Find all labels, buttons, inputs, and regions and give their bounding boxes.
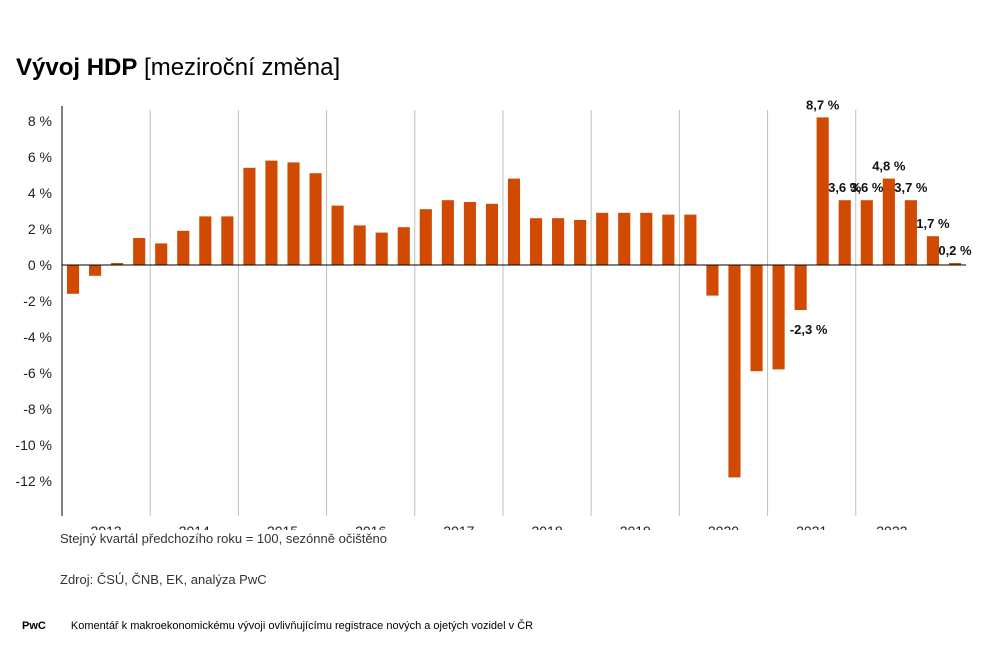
data-label: 3,6 %: [828, 180, 862, 195]
x-tick-label: 2016: [355, 523, 386, 530]
data-label: 3,7 %: [894, 180, 928, 195]
bar: [772, 265, 785, 370]
bar: [441, 200, 454, 265]
footer: PwC Komentář k makroekonomickému vývoji …: [22, 620, 533, 632]
footer-text: Komentář k makroekonomickému vývoji ovli…: [70, 620, 534, 632]
bar: [397, 227, 410, 265]
bar: [485, 203, 499, 265]
bar: [529, 218, 543, 265]
x-tick-label: 2015: [267, 523, 298, 530]
data-label: 4,8 %: [872, 159, 906, 174]
y-tick-label: -8 %: [23, 401, 52, 417]
bar: [662, 214, 675, 265]
bar: [66, 265, 80, 294]
y-tick-label: 6 %: [28, 149, 52, 165]
bar: [155, 243, 168, 265]
bar: [353, 225, 366, 265]
y-tick-label: -12 %: [15, 473, 52, 489]
data-label: 8,7 %: [806, 97, 840, 112]
bar: [750, 265, 763, 372]
bar: [926, 236, 939, 265]
bar: [728, 265, 741, 478]
chart-title-sub: [meziroční změna]: [144, 54, 341, 81]
bar: [177, 230, 190, 265]
y-tick-label: 4 %: [28, 185, 52, 201]
bar: [706, 265, 719, 296]
bar: [618, 212, 631, 265]
bar: [948, 263, 962, 265]
bar: [419, 209, 432, 265]
y-tick-label: 0 %: [28, 257, 52, 273]
bar: [816, 117, 829, 266]
x-tick-label: 2014: [179, 523, 210, 530]
bar: [838, 200, 851, 265]
method-note: Stejný kvartál předchozího roku = 100, s…: [60, 531, 388, 546]
y-tick-label: -6 %: [23, 365, 52, 381]
bar: [89, 265, 102, 276]
bar: [507, 178, 521, 265]
bar: [309, 173, 322, 265]
y-tick-label: -2 %: [23, 293, 52, 309]
data-label: 0,2 %: [938, 243, 972, 258]
bar: [287, 162, 300, 265]
bar: [331, 205, 344, 265]
bar: [860, 200, 873, 265]
y-tick-label: -10 %: [15, 437, 52, 453]
bar: [463, 202, 476, 265]
chart-title-main: Vývoj HDP: [16, 54, 138, 81]
bar: [133, 238, 146, 265]
bar: [640, 212, 653, 265]
x-tick-label: 2019: [620, 523, 651, 530]
data-label: 1,7 %: [916, 216, 950, 231]
data-label: 3,6 %: [850, 180, 884, 195]
gdp-bar-chart: 2013 2014 2015 2016 2017 2018 2019 2020 2021 2022…: [15, 97, 972, 530]
bar: [221, 216, 234, 265]
bar: [199, 216, 212, 265]
bar: [596, 212, 609, 265]
footer-brand: PwC: [22, 620, 46, 632]
bar: [904, 200, 917, 265]
x-tick-label: 2020: [708, 523, 739, 530]
bar: [574, 220, 587, 265]
x-tick-label: 2022: [876, 523, 907, 530]
data-label: -2,3 %: [790, 322, 828, 337]
y-tick-label: 2 %: [28, 221, 52, 237]
bar: [265, 160, 278, 265]
bar: [243, 167, 256, 265]
y-tick-label: -4 %: [23, 329, 52, 345]
y-tick-label: 8 %: [28, 113, 52, 129]
x-tick-label: 2018: [531, 523, 562, 530]
bar: [375, 232, 388, 265]
bar: [111, 263, 124, 265]
source-note: Zdroj: ČSÚ, ČNB, EK, analýza PwC: [60, 572, 267, 587]
bar: [684, 214, 697, 265]
x-tick-label: 2013: [91, 523, 122, 530]
chart-title: Vývoj HDP [meziroční změna]: [16, 54, 340, 82]
bar: [552, 218, 565, 265]
x-tick-label: 2017: [443, 523, 474, 530]
bar: [794, 265, 807, 310]
bar: [882, 178, 895, 265]
x-tick-label: 2021: [796, 523, 827, 530]
